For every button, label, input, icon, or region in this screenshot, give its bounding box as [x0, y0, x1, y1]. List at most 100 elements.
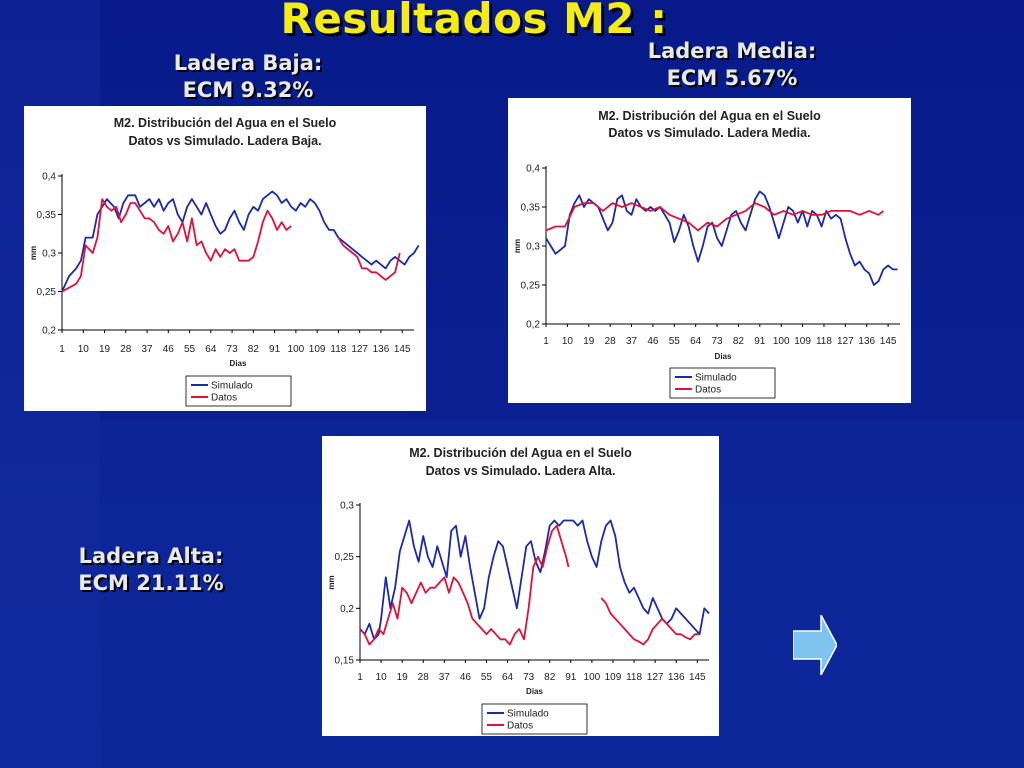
x-tick-label: 145: [689, 672, 706, 683]
x-tick-label: 73: [227, 344, 239, 355]
legend-label: Datos: [211, 393, 237, 404]
x-tick-label: 109: [309, 344, 326, 355]
y-tick-label: 0,25: [37, 287, 57, 298]
y-tick-label: 0,3: [340, 501, 354, 512]
x-tick-label: 19: [583, 336, 595, 347]
label-ladera-baja: Ladera Baja: ECM 9.32%: [148, 50, 348, 104]
x-tick-label: 91: [754, 336, 766, 347]
y-tick-label: 0,2: [42, 326, 56, 337]
chart-ladera-alta-svg: M2. Distribución del Agua en el Suelo Dat…: [327, 446, 710, 735]
x-tick-label: 64: [502, 672, 514, 683]
x-tick-label: 136: [373, 344, 390, 355]
x-tick-label: 127: [647, 672, 664, 683]
x-tick-label: 28: [418, 672, 430, 683]
label-ladera-baja-ecm: ECM 9.32%: [182, 78, 314, 102]
x-tick-label: 82: [544, 672, 556, 683]
y-axis-label: mm: [29, 246, 38, 260]
y-tick-label: 0,4: [526, 164, 540, 175]
y-tick-label: 0,35: [37, 210, 57, 221]
chart-title-line: Datos vs Simulado. Ladera Alta.: [426, 464, 616, 478]
x-tick-label: 46: [163, 344, 175, 355]
x-tick-label: 10: [78, 344, 90, 355]
x-tick-label: 136: [858, 336, 875, 347]
next-arrow-icon[interactable]: [793, 615, 837, 675]
legend-label: Simulado: [211, 381, 253, 392]
y-tick-label: 0,3: [526, 242, 540, 253]
x-tick-label: 37: [626, 336, 638, 347]
x-tick-label: 37: [439, 672, 451, 683]
x-tick-label: 91: [565, 672, 577, 683]
legend-label: Datos: [507, 721, 533, 732]
series-line-datos: [61, 198, 401, 293]
x-tick-label: 1: [59, 344, 65, 355]
legend-box: [481, 703, 588, 735]
x-tick-label: 109: [794, 336, 811, 347]
x-axis-label: Dias: [715, 352, 732, 361]
x-tick-label: 127: [837, 336, 854, 347]
x-tick-label: 64: [205, 344, 217, 355]
chart-ladera-media-svg: M2. Distribución del Agua en el Suelo Dat…: [513, 109, 900, 399]
chart-title-line: M2. Distribución del Agua en el Suelo: [114, 116, 337, 130]
chart-title-line: M2. Distribución del Agua en el Suelo: [598, 109, 821, 123]
x-tick-label: 118: [626, 672, 642, 683]
label-ladera-media-name: Ladera Media:: [647, 39, 817, 63]
x-tick-label: 127: [351, 344, 368, 355]
x-tick-label: 145: [880, 336, 897, 347]
label-ladera-baja-name: Ladera Baja:: [173, 51, 323, 75]
x-tick-label: 55: [669, 336, 681, 347]
x-tick-label: 73: [711, 336, 723, 347]
x-tick-label: 1: [357, 672, 363, 683]
series-line-simulado: [545, 190, 898, 286]
x-tick-label: 55: [481, 672, 493, 683]
x-tick-label: 100: [584, 672, 601, 683]
label-ladera-media: Ladera Media: ECM 5.67%: [622, 38, 842, 92]
chart-ladera-baja: M2. Distribución del Agua en el Suelo Dat…: [24, 106, 426, 411]
y-tick-label: 0,15: [335, 656, 355, 667]
series-line-datos: [359, 524, 700, 646]
x-tick-label: 136: [668, 672, 685, 683]
x-tick-label: 46: [460, 672, 472, 683]
legend-box: [669, 367, 776, 399]
label-ladera-alta-name: Ladera Alta:: [78, 544, 224, 568]
chart-ladera-baja-svg: M2. Distribución del Agua en el Suelo Dat…: [29, 116, 420, 407]
chart-ladera-media: M2. Distribución del Agua en el Suelo Dat…: [508, 98, 911, 403]
legend-label: Simulado: [507, 709, 549, 720]
label-ladera-alta-ecm: ECM 21.11%: [78, 571, 224, 595]
series-line-datos: [545, 202, 884, 232]
y-tick-label: 0,35: [521, 203, 541, 214]
y-tick-label: 0,3: [42, 249, 56, 260]
x-axis-label: Dias: [230, 359, 247, 368]
x-tick-label: 1: [543, 336, 549, 347]
label-ladera-alta: Ladera Alta: ECM 21.11%: [56, 543, 246, 597]
x-tick-label: 100: [288, 344, 305, 355]
legend-label: Simulado: [695, 373, 737, 384]
x-tick-label: 55: [184, 344, 196, 355]
x-tick-label: 28: [120, 344, 132, 355]
legend-box: [185, 375, 292, 407]
x-tick-label: 19: [397, 672, 409, 683]
y-tick-label: 0,2: [340, 604, 354, 615]
next-arrow-shape[interactable]: [793, 615, 837, 675]
x-axis-label: Dias: [526, 687, 543, 696]
x-tick-label: 64: [690, 336, 702, 347]
series-line-simulado: [61, 190, 420, 292]
x-tick-label: 73: [523, 672, 535, 683]
x-tick-label: 28: [605, 336, 617, 347]
y-axis-label: mm: [513, 239, 522, 253]
series-line-simulado: [359, 519, 710, 641]
x-tick-label: 91: [269, 344, 281, 355]
chart-ladera-alta: M2. Distribución del Agua en el Suelo Dat…: [322, 436, 719, 736]
chart-title-line: Datos vs Simulado. Ladera Baja.: [128, 134, 321, 148]
x-tick-label: 10: [376, 672, 388, 683]
x-tick-label: 109: [605, 672, 622, 683]
y-axis-label: mm: [327, 575, 336, 589]
y-tick-label: 0,25: [521, 281, 541, 292]
x-tick-label: 37: [141, 344, 153, 355]
label-ladera-media-ecm: ECM 5.67%: [666, 66, 798, 90]
x-tick-label: 19: [99, 344, 111, 355]
slide-title: Resultados M2 :: [280, 0, 668, 43]
y-tick-label: 0,2: [526, 320, 540, 331]
x-tick-label: 46: [647, 336, 659, 347]
y-tick-label: 0,4: [42, 172, 56, 183]
x-tick-label: 118: [816, 336, 832, 347]
